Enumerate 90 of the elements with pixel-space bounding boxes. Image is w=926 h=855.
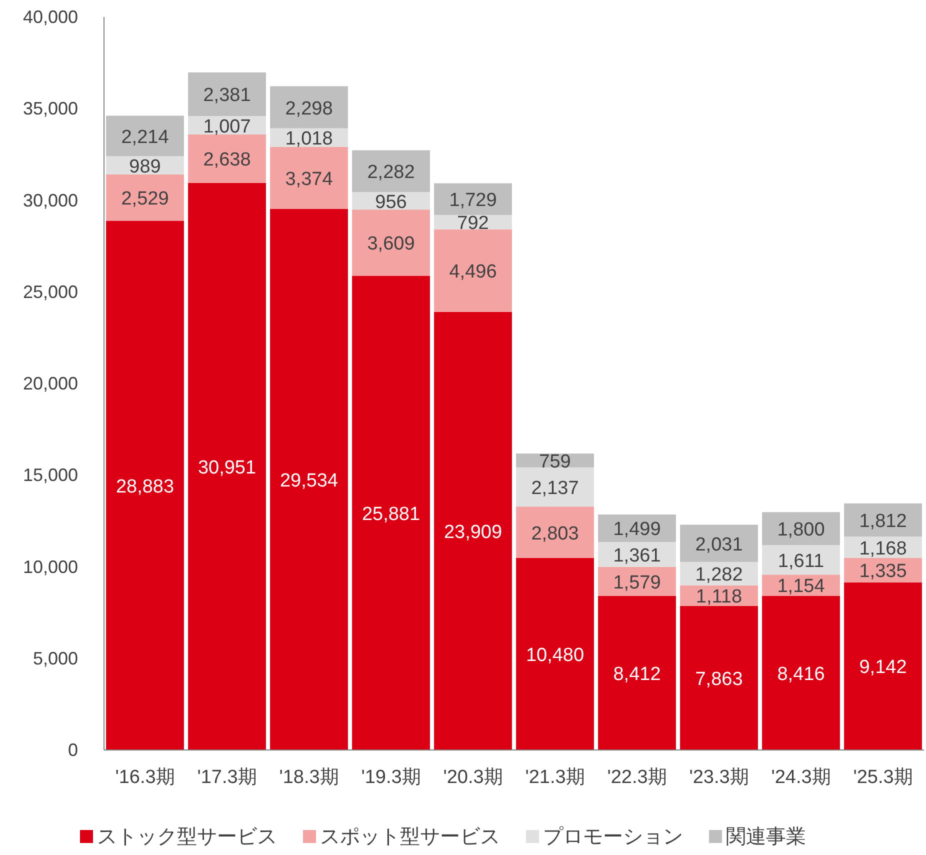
bar [844,582,922,750]
data-label: 7,863 [695,668,743,690]
bar [762,512,840,546]
x-tick-label: '25.3期 [853,767,913,788]
data-label: 1,800 [777,520,825,541]
bar [188,72,266,116]
data-label: 2,137 [531,478,579,500]
y-tick-label: 20,000 [22,374,78,394]
data-label: 2,031 [695,534,743,556]
data-label: 2,214 [121,126,170,148]
data-label: 1,611 [778,550,824,572]
x-tick-label: '24.3期 [771,767,831,788]
data-label: 28,883 [116,476,174,498]
bar [106,116,184,156]
data-label: 1,154 [777,576,826,598]
data-label: 8,416 [777,664,825,685]
data-label: 9,142 [859,657,907,678]
data-label: 1,118 [696,586,742,608]
data-label: 25,881 [362,504,420,525]
data-label: 10,480 [526,644,584,666]
bar [598,596,676,750]
bar [106,220,184,750]
data-label: 2,381 [203,85,251,106]
data-label: 1,579 [613,572,661,594]
data-label: 956 [375,192,407,213]
data-label: 1,335 [859,561,907,582]
legend-label: スポット型サービス [320,826,500,848]
legend-label: 関連事業 [726,826,806,848]
data-label: 2,638 [203,150,251,171]
data-label: 1,729 [449,190,497,212]
bar [270,86,348,128]
data-label: 2,298 [285,98,333,120]
bar [188,182,266,750]
data-label: 3,609 [367,234,415,255]
bar [188,134,266,183]
bar [762,596,840,750]
x-tick-label: '22.3期 [607,767,667,788]
y-tick-label: 25,000 [22,282,78,302]
bar [434,183,512,215]
bar [516,558,594,750]
legend-label: ストック型サービス [97,826,277,848]
data-label: 1,007 [203,116,251,138]
x-tick-label: '20.3期 [443,767,503,788]
data-label: 792 [457,213,489,234]
x-tick-label: '17.3期 [197,767,257,788]
bar [434,312,512,750]
data-label: 1,168 [859,538,907,560]
data-label: 3,374 [285,168,334,190]
data-label: 759 [539,451,571,472]
data-label: 989 [129,156,161,178]
data-label: 8,412 [613,664,661,685]
legend-label: プロモーション [543,826,683,848]
bar [598,566,676,596]
y-tick-label: 40,000 [22,7,78,27]
x-tick-label: '19.3期 [361,767,421,788]
data-label: 1,018 [285,128,333,150]
bar [680,606,758,750]
y-tick-label: 30,000 [22,190,78,210]
bar [106,174,184,221]
bar [844,503,922,537]
bar [352,210,430,276]
y-tick-label: 35,000 [22,98,78,119]
bar [352,276,430,750]
bar [762,545,840,575]
data-label: 29,534 [280,470,338,492]
bar [516,467,594,507]
data-label: 2,529 [121,188,169,210]
x-tick-label: '21.3期 [525,767,585,788]
bar [352,150,430,192]
data-label: 30,951 [198,457,256,478]
data-label: 1,812 [859,511,907,532]
x-tick-label: '16.3期 [115,767,175,788]
y-tick-label: 15,000 [22,465,78,486]
y-tick-label: 10,000 [22,556,78,577]
y-tick-label: 5,000 [32,648,78,668]
y-tick-label: 0 [68,740,78,760]
bar [516,506,594,558]
data-label: 2,803 [531,523,579,544]
data-label: 1,499 [613,519,661,540]
data-label: 2,282 [367,162,415,184]
bar [434,229,512,312]
x-tick-label: '23.3期 [689,767,749,788]
data-label: 23,909 [444,522,502,543]
data-label: 1,282 [695,564,743,586]
x-tick-label: '18.3期 [279,767,339,788]
data-label: 4,496 [449,262,497,283]
bar [270,208,348,750]
bar [270,146,348,209]
bar [680,524,758,562]
data-label: 1,361 [613,545,661,566]
